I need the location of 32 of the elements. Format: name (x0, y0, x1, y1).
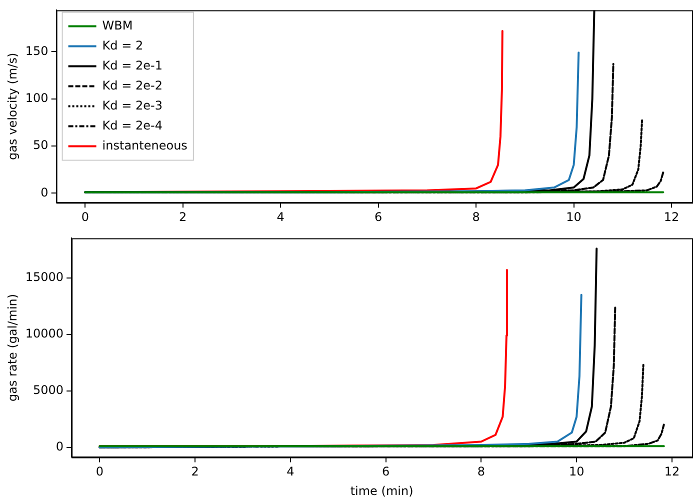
legend-label: Kd = 2 (102, 38, 144, 52)
x-tick-label: 8 (472, 210, 480, 224)
x-tick-label: 12 (664, 464, 680, 479)
y-tick-label: 150 (25, 44, 48, 58)
legend-label: Kd = 2e-2 (102, 78, 162, 92)
y-tick-label: 5000 (33, 382, 64, 397)
x-tick-label: 8 (477, 464, 486, 479)
x-tick-label: 6 (374, 210, 382, 224)
legend-label: WBM (102, 18, 133, 32)
legend-label: instanteneous (102, 138, 188, 152)
legend-label: Kd = 2e-1 (102, 58, 162, 72)
y-axis-title: gas rate (gal/min) (5, 294, 20, 402)
x-tick-label: 2 (191, 464, 199, 479)
y-tick-label: 50 (33, 138, 48, 152)
x-tick-label: 6 (382, 464, 390, 479)
y-tick-label: 0 (40, 185, 48, 200)
legend-label: Kd = 2e-4 (102, 118, 162, 132)
x-tick-label: 10 (568, 464, 584, 479)
x-tick-label: 4 (286, 464, 294, 479)
y-tick-label: 15000 (25, 270, 64, 284)
x-tick-label: 12 (664, 210, 680, 224)
legend-label: Kd = 2e-3 (102, 98, 162, 112)
x-tick-label: 10 (566, 210, 582, 224)
x-tick-label: 0 (81, 210, 89, 224)
x-tick-label: 0 (96, 464, 104, 479)
y-tick-label: 0 (56, 439, 64, 454)
y-tick-label: 100 (25, 90, 48, 105)
x-tick-label: 4 (276, 210, 284, 224)
y-tick-label: 10000 (25, 326, 64, 341)
x-axis-title: time (min) (350, 484, 414, 498)
y-axis-title: gas velocity (m/s) (5, 52, 20, 160)
x-tick-label: 2 (179, 210, 187, 224)
